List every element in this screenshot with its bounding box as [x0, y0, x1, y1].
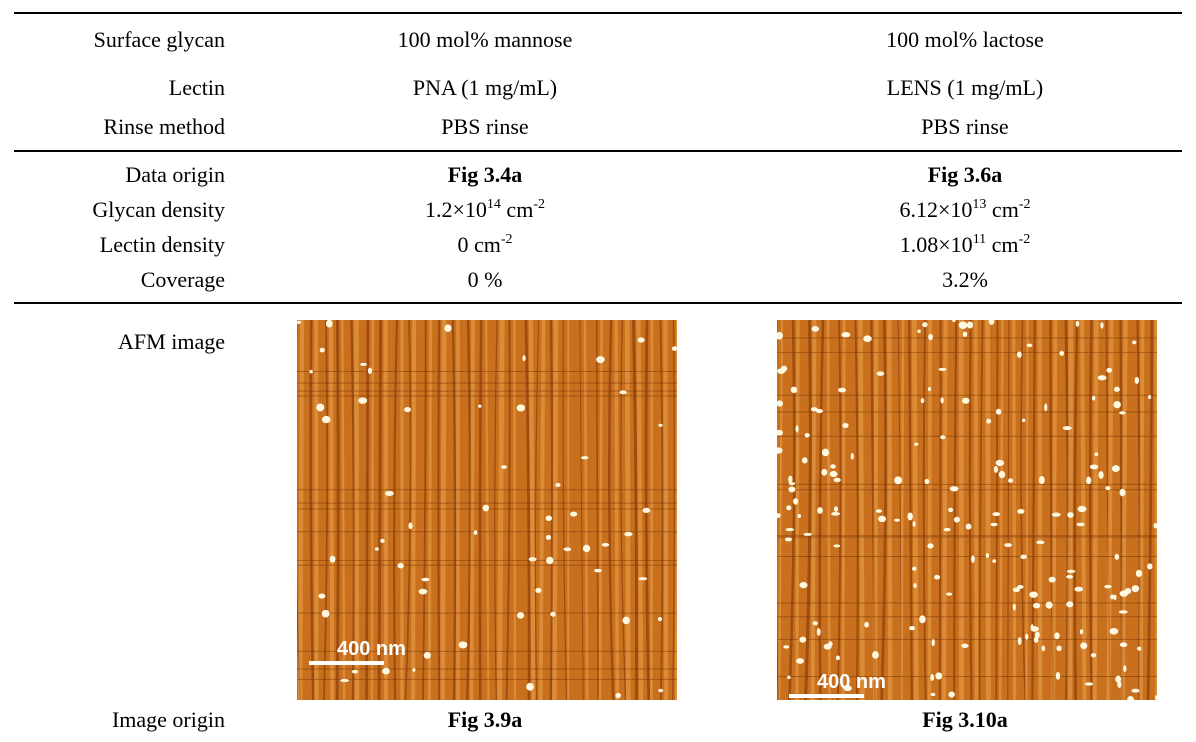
- text: 1.2×10: [425, 197, 487, 222]
- row-label: Rinse method: [103, 114, 225, 139]
- text: 3.2%: [942, 267, 988, 292]
- row-label: Image origin: [111, 707, 225, 732]
- superscript: -2: [533, 197, 545, 212]
- text: 1.08×10: [899, 232, 973, 257]
- cell: Fig 3.4a: [448, 162, 523, 188]
- cell: 100 mol% lactose: [886, 27, 1044, 53]
- cell: Fig 3.6a: [928, 162, 1003, 188]
- cell: PBS rinse: [921, 114, 1008, 140]
- row-label: AFM image: [118, 329, 225, 354]
- afm-image: 400 nm: [777, 320, 1157, 700]
- text: Fig 3.4a: [447, 162, 523, 187]
- text: PBS rinse: [921, 114, 1009, 139]
- superscript: 11: [972, 232, 987, 247]
- cell: Fig 3.9a: [447, 707, 523, 732]
- cell: 6.12×1013 cm-2: [900, 197, 1031, 223]
- rule: [14, 12, 1182, 14]
- cell: 0 cm-2: [457, 232, 512, 258]
- row-label: Data origin: [125, 162, 225, 187]
- cell: LENS (1 mg/mL): [887, 75, 1043, 101]
- text: 0 cm: [457, 232, 501, 257]
- cell: 0 %: [468, 267, 503, 293]
- text: cm: [500, 197, 534, 222]
- text: LENS (1 mg/mL): [886, 75, 1044, 100]
- superscript: -2: [500, 232, 513, 247]
- cell: Fig 3.10a: [922, 707, 1008, 732]
- text: PBS rinse: [441, 114, 529, 139]
- afm-image: 400 nm: [297, 320, 677, 700]
- row-label: Glycan density: [92, 197, 225, 222]
- rule: [14, 302, 1182, 304]
- row-label: Lectin: [168, 75, 225, 100]
- cell: 1.2×1014 cm-2: [425, 197, 545, 223]
- cell: 3.2%: [942, 267, 988, 293]
- rule: [14, 150, 1182, 152]
- cell: 100 mol% mannose: [398, 27, 573, 53]
- text: 100 mol% mannose: [397, 27, 573, 52]
- cell: PBS rinse: [441, 114, 528, 140]
- text: 100 mol% lactose: [886, 27, 1044, 52]
- superscript: -2: [1018, 197, 1031, 212]
- text: cm: [986, 197, 1019, 222]
- cell: PNA (1 mg/mL): [413, 75, 557, 101]
- superscript: 14: [486, 197, 501, 212]
- text: PNA (1 mg/mL): [412, 75, 558, 100]
- text: cm: [986, 232, 1019, 257]
- scale-bar-label: 400 nm: [817, 671, 886, 693]
- text: Fig 3.6a: [927, 162, 1003, 187]
- row-label: Surface glycan: [93, 27, 225, 52]
- row-label: Lectin density: [99, 232, 225, 257]
- text: 6.12×10: [899, 197, 973, 222]
- scale-bar-label: 400 nm: [337, 638, 406, 660]
- text: 0 %: [467, 267, 503, 292]
- superscript: 13: [972, 197, 987, 212]
- row-label: Coverage: [140, 267, 225, 292]
- cell: 1.08×1011 cm-2: [900, 232, 1030, 258]
- superscript: -2: [1018, 232, 1031, 247]
